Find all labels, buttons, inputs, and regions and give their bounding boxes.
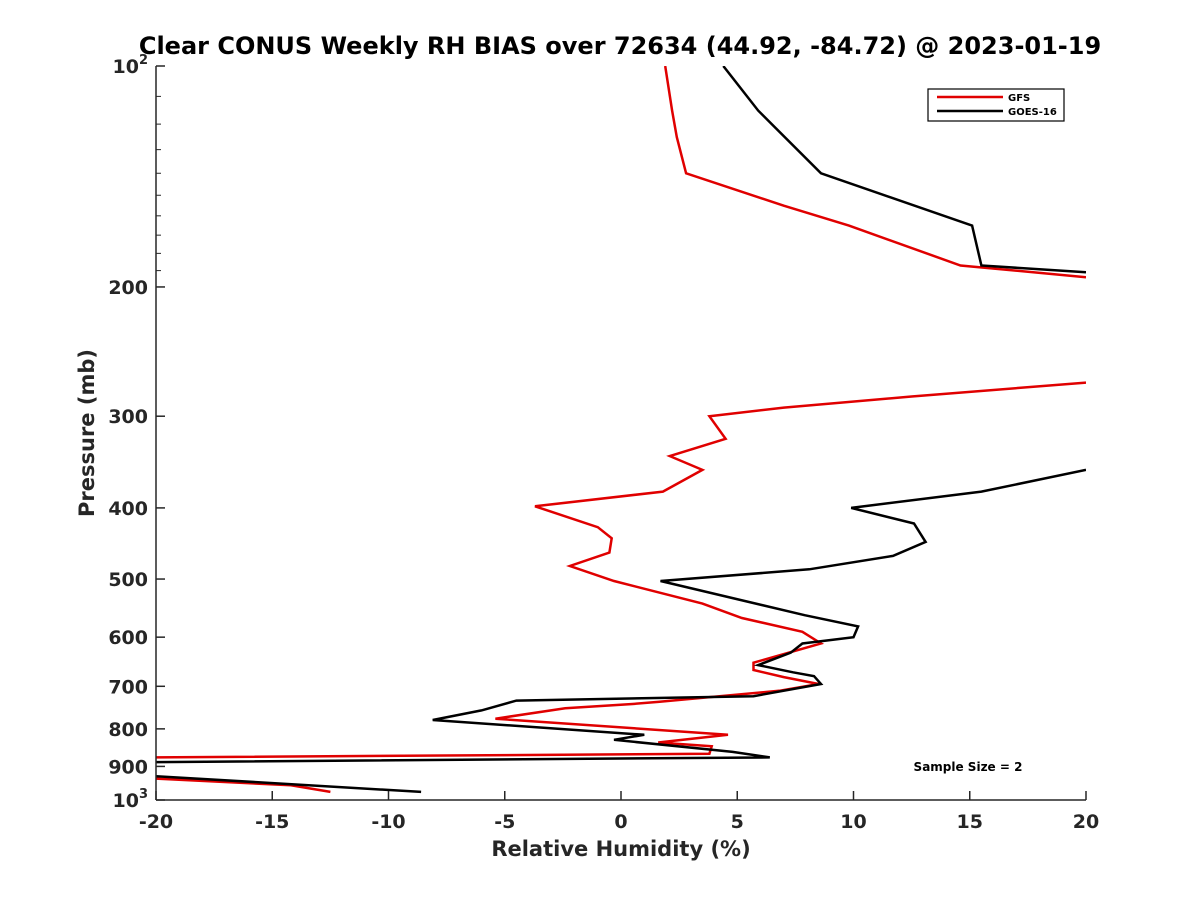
y-tick-label: 102 xyxy=(113,53,149,78)
x-tick-label: 0 xyxy=(614,811,627,833)
axis-layer: -20 -15 -10 -5 0 5 10 15 20 102 200 300 400 500 600 700… xyxy=(108,53,1099,833)
y-axis-label: Pressure (mb) xyxy=(75,349,99,517)
y-tick-label: 400 xyxy=(108,498,148,520)
y-tick-label: 700 xyxy=(108,676,148,698)
x-tick-label: -15 xyxy=(255,811,289,833)
y-tick-label: 300 xyxy=(108,406,148,428)
y-tick-label: 800 xyxy=(108,719,148,741)
x-tick-label: 10 xyxy=(840,811,866,833)
legend-goes16-label: GOES-16 xyxy=(1008,107,1057,118)
y-tick-label: 500 xyxy=(108,569,148,591)
series-line-gfs-1 xyxy=(663,66,1086,279)
series-line-goes16-1 xyxy=(722,66,1086,274)
series-line-goes16-2 xyxy=(156,468,1086,764)
x-tick-label: 20 xyxy=(1073,811,1099,833)
series-layer xyxy=(156,66,1086,794)
y-tick-label: 600 xyxy=(108,627,148,649)
y-tick-label: 200 xyxy=(108,277,148,299)
x-axis-label: Relative Humidity (%) xyxy=(491,837,750,861)
legend-gfs-label: GFS xyxy=(1008,93,1030,104)
legend-box xyxy=(927,88,1065,122)
x-tick-label: -5 xyxy=(494,811,515,833)
y-tick-label: 900 xyxy=(108,756,148,778)
series-line-goes16-3 xyxy=(156,774,422,794)
x-tick-label: -20 xyxy=(139,811,173,833)
x-tick-label: -10 xyxy=(371,811,405,833)
series-line-gfs-2 xyxy=(156,381,1086,759)
plot-area: -20 -15 -10 -5 0 5 10 15 20 102 200 300 400 500 600 700… xyxy=(108,53,1099,833)
x-tick-label: 15 xyxy=(957,811,983,833)
legend: GFS GOES-16 xyxy=(927,88,1065,122)
chart-title: Clear CONUS Weekly RH BIAS over 72634 (4… xyxy=(139,32,1101,60)
x-tick-label: 5 xyxy=(731,811,744,833)
sample-size-annotation: Sample Size = 2 xyxy=(914,760,1023,774)
y-tick-label: 103 xyxy=(113,787,149,812)
